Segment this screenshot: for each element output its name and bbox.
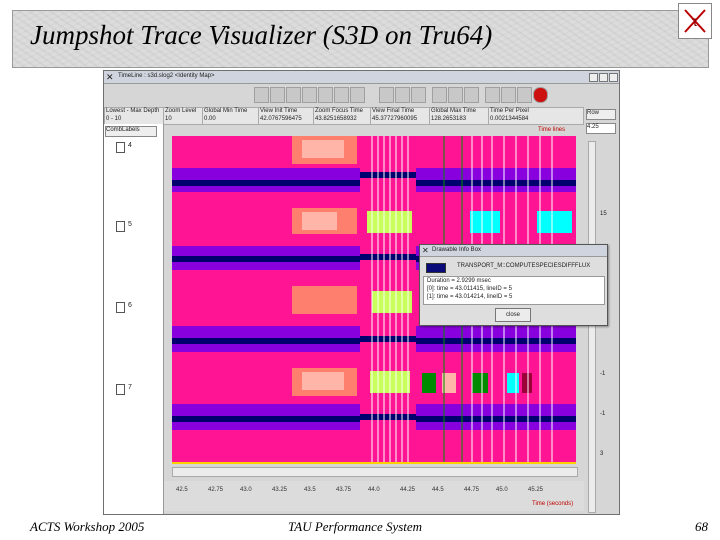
zoom-focus-time-field: Zoom Focus Time 43.8251658932: [313, 107, 371, 125]
scale-label: -1: [600, 411, 606, 417]
slide-title: Jumpshot Trace Visualizer (S3D on Tru64): [30, 20, 493, 50]
footer-center: TAU Performance System: [288, 519, 423, 534]
timeline-window: ✕ TimeLine : s3d.slog2 <Identity Map> Lo…: [103, 70, 620, 515]
ruler-tick: 45.25: [528, 487, 544, 493]
row-label-5[interactable]: 5: [128, 221, 132, 228]
view-init-time-field: View Init Time 42.0767596475: [258, 107, 314, 125]
document-icon: [116, 384, 125, 395]
time-per-pixel-field: Time Per Pixel 0.0021344584: [488, 107, 584, 125]
detail-duration: Duration = 2.9299 msec: [427, 278, 491, 284]
global-min-time-field: Global Min Time 0.00: [202, 107, 259, 125]
scale-label: 3: [600, 451, 604, 457]
ruler-tick: 43.25: [272, 487, 288, 493]
row-combo[interactable]: Row: [586, 109, 616, 120]
zoom-in-button[interactable]: [379, 87, 394, 103]
toolbar: [104, 84, 619, 106]
row-label-6[interactable]: 6: [128, 302, 132, 309]
maximize-button[interactable]: [599, 73, 608, 82]
row-label-4[interactable]: 4: [128, 142, 132, 149]
ruler-tick: 43.75: [336, 487, 352, 493]
window-menu-icon[interactable]: ✕: [106, 72, 114, 82]
view-final-time-field: View Final Time 45.37727960095: [370, 107, 430, 125]
window-title: TimeLine : s3d.slog2 <Identity Map>: [118, 73, 215, 79]
dialog-menu-icon[interactable]: ✕: [422, 246, 429, 255]
scale-label: -1: [600, 371, 606, 377]
search-init-button[interactable]: [448, 87, 463, 103]
detail-start: [0]: time = 43.011415, lineID = 5: [427, 286, 512, 292]
detail-end: [1]: time = 43.014214, lineID = 5: [427, 294, 513, 300]
back-button[interactable]: [334, 87, 349, 103]
ruler-tick: 42.5: [176, 487, 188, 493]
window-title-bar[interactable]: ✕ TimeLine : s3d.slog2 <Identity Map>: [104, 71, 619, 84]
footer-left: ACTS Workshop 2005: [30, 519, 145, 534]
zoom-level-field: Zoom Level 10: [163, 107, 203, 125]
time-lines-label: Time lines: [538, 127, 566, 133]
event-color-swatch: [426, 263, 446, 273]
document-icon: [116, 142, 125, 153]
close-button[interactable]: close: [495, 308, 531, 322]
ruler-tick: 42.75: [208, 487, 224, 493]
close-window-button[interactable]: [609, 73, 618, 82]
ruler-tick: 45.0: [496, 487, 508, 493]
enlarge-button[interactable]: [286, 87, 301, 103]
horizontal-scrollbar[interactable]: [172, 467, 578, 477]
time-axis-label: Time (seconds): [532, 501, 574, 507]
ruler-tick: 44.25: [400, 487, 416, 493]
ruler-tick: 43.0: [240, 487, 252, 493]
dialog-title-bar[interactable]: ✕ Drawable Info Box: [420, 245, 607, 257]
scroll-up-button[interactable]: [254, 87, 269, 103]
search-forward-button[interactable]: [464, 87, 479, 103]
event-name: TRANSPORT_M::COMPUTESPECIESDIFFFLUX: [457, 263, 591, 269]
zoom-value-field[interactable]: 4.25: [586, 123, 616, 134]
document-icon: [116, 302, 125, 313]
dialog-details: Duration = 2.9299 msec [0]: time = 43.01…: [423, 276, 605, 305]
settings-button[interactable]: [517, 87, 532, 103]
row-label-7[interactable]: 7: [128, 384, 132, 391]
ruler-tick: 44.5: [432, 487, 444, 493]
scroll-down-button[interactable]: [270, 87, 285, 103]
row-label-panel: CombLabels 4 5 6 7: [104, 124, 164, 514]
time-ruler[interactable]: 42.5 42.75 43.0 43.25 43.5 43.75 44.0 44…: [164, 481, 584, 511]
summary-button[interactable]: [485, 87, 500, 103]
print-button[interactable]: [501, 87, 516, 103]
ruler-tick: 44.0: [368, 487, 380, 493]
stop-icon[interactable]: [533, 87, 548, 103]
max-depth-field: Lowest - Max Depth 0 - 10: [104, 107, 164, 125]
ruler-tick: 43.5: [304, 487, 316, 493]
search-backward-button[interactable]: [432, 87, 447, 103]
zoom-home-button[interactable]: [411, 87, 426, 103]
forward-button[interactable]: [350, 87, 365, 103]
minimize-button[interactable]: [589, 73, 598, 82]
scale-label: 15: [600, 211, 607, 217]
drawable-info-dialog: ✕ Drawable Info Box TRANSPORT_M::COMPUTE…: [419, 244, 608, 326]
slide-title-band: [12, 10, 709, 68]
document-icon: [116, 221, 125, 232]
page-number: 68: [695, 519, 708, 534]
tau-logo-icon: τ: [678, 3, 712, 39]
global-max-time-field: Global Max Time 128.2653183: [429, 107, 489, 125]
vertical-scrollbar[interactable]: [588, 141, 596, 513]
ruler-tick: 44.75: [464, 487, 480, 493]
row-label-combo[interactable]: CombLabels: [105, 126, 157, 137]
fit-button[interactable]: [318, 87, 333, 103]
shrink-button[interactable]: [302, 87, 317, 103]
zoom-out-button[interactable]: [395, 87, 410, 103]
dialog-title: Drawable Info Box: [432, 247, 482, 253]
svg-text:τ: τ: [692, 13, 699, 30]
